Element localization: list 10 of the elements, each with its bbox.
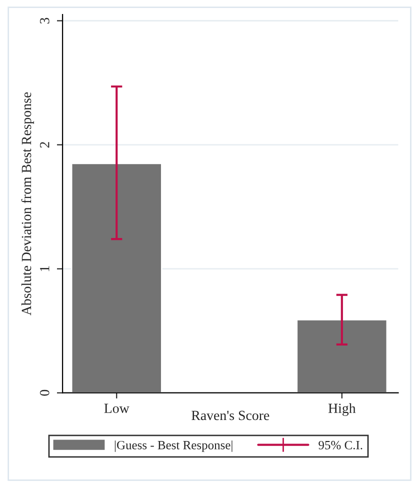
- y-tick-label: 2: [40, 142, 50, 148]
- text: 95% C.I.: [318, 440, 362, 450]
- x-tick-label: Low: [104, 404, 130, 414]
- y-tick-label: 3: [40, 18, 50, 24]
- y-tick-label: 0: [40, 390, 50, 396]
- y-axis-title: Absolute Deviation from Best Response: [21, 92, 34, 316]
- legend-label: |Guess - Best Response|: [114, 440, 232, 452]
- x-tick-label: High: [328, 403, 356, 416]
- y-tick-label: 1: [40, 266, 50, 272]
- x-axis-title: Raven's Score: [192, 410, 270, 420]
